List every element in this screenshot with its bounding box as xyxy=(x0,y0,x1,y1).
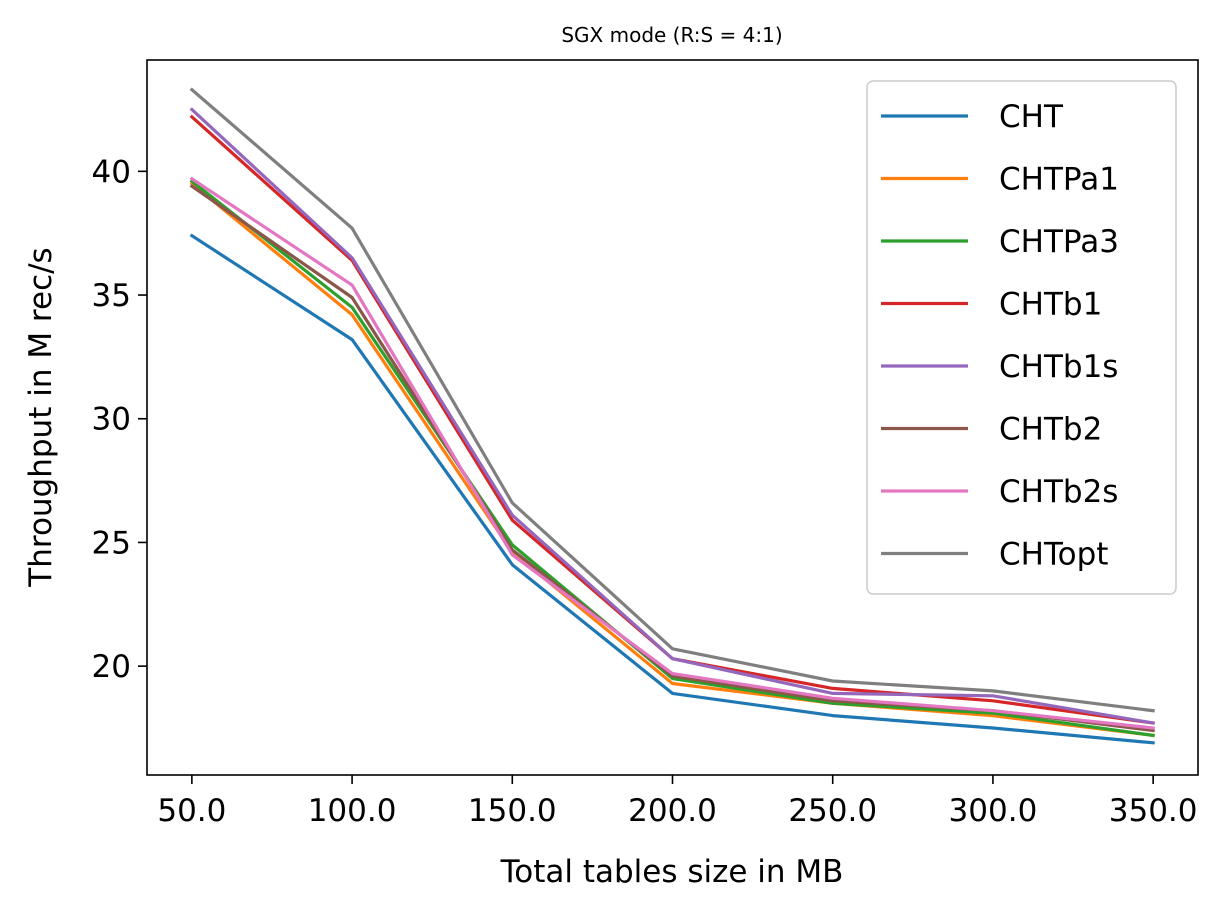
x-tick-label: 350.0 xyxy=(1109,793,1198,829)
x-tick-label: 100.0 xyxy=(308,793,397,829)
legend-label-chtpa3: CHTPa3 xyxy=(999,224,1119,260)
series-line-chtb1s xyxy=(189,107,1155,725)
plot-frame xyxy=(146,59,1199,776)
series-line-cht xyxy=(189,233,1155,745)
y-tick-label: 20 xyxy=(92,649,131,685)
series-line-chtb2s xyxy=(189,176,1155,730)
x-axis-label: Total tables size in MB xyxy=(500,854,844,890)
y-tick-label: 25 xyxy=(92,525,131,561)
series-layer xyxy=(189,87,1155,745)
legend: CHT CHTPa1 CHTPa3 CHTb1 CHTb1s CHTb2 CHTb2s CHT… xyxy=(866,80,1177,595)
x-tick-label: 200.0 xyxy=(628,793,717,829)
legend-label-chtb1: CHTb1 xyxy=(999,287,1102,323)
x-tick-label: 250.0 xyxy=(788,793,877,829)
y-axis-label: Throughput in M rec/s xyxy=(23,247,59,587)
x-tick-label: 150.0 xyxy=(468,793,557,829)
y-tick-label: 40 xyxy=(92,154,131,190)
chart-title: SGX mode (R:S = 4:1) xyxy=(561,23,782,47)
legend-label-chtb1s: CHTb1s xyxy=(999,349,1118,385)
series-line-chtopt xyxy=(189,87,1155,713)
legend-label-cht: CHT xyxy=(999,99,1064,135)
legend-label-chtb2s: CHTb2s xyxy=(999,474,1118,510)
x-tick-label: 300.0 xyxy=(949,793,1038,829)
legend-label-chtpa1: CHTPa1 xyxy=(999,162,1119,198)
series-line-chtpa1 xyxy=(189,181,1155,738)
legend-box xyxy=(866,80,1177,595)
x-tick-label: 50.0 xyxy=(157,793,226,829)
y-tick-label: 35 xyxy=(92,278,131,314)
series-line-chtpa3 xyxy=(189,178,1155,738)
y-tick-label: 30 xyxy=(92,402,131,438)
axis-ticks: 50.0 100.0 150.0 200.0 250.0 300.0 350.0 20 25 30… xyxy=(92,154,1198,829)
legend-label-chtb2: CHTb2 xyxy=(999,412,1102,448)
legend-label-chtopt: CHTopt xyxy=(999,537,1108,573)
